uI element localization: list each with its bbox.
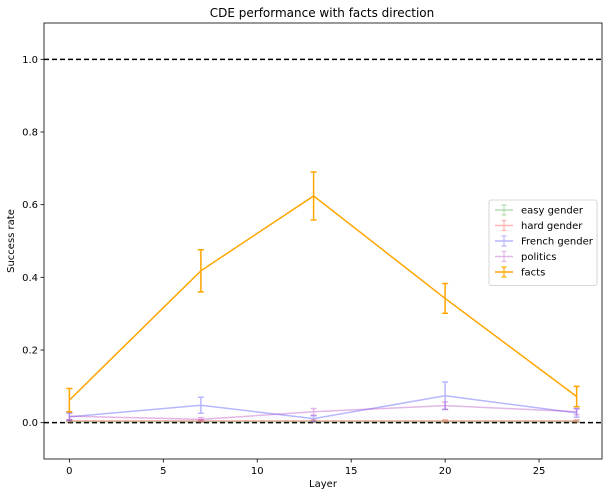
legend-item: facts xyxy=(495,266,545,279)
series-line-politics xyxy=(69,404,577,421)
x-axis-label: Layer xyxy=(309,479,338,490)
legend-item: French gender xyxy=(495,235,594,248)
legend-label: French gender xyxy=(521,237,594,248)
error-bar xyxy=(310,420,317,424)
x-tick-label: 0 xyxy=(66,466,72,477)
error-bar xyxy=(197,420,204,424)
x-tick-label: 20 xyxy=(439,466,452,477)
legend-frame xyxy=(488,199,598,286)
y-axis: 0.0 0.2 0.4 0.6 0.8 1.0 xyxy=(22,55,44,429)
legend-label: politics xyxy=(521,252,556,263)
error-bar xyxy=(573,419,580,423)
plot-frame xyxy=(43,22,603,460)
error-bar xyxy=(66,387,73,413)
series-easy-gender xyxy=(66,420,580,424)
legend-item: hard gender xyxy=(495,219,583,232)
error-bar xyxy=(442,419,449,423)
chart-title: CDE performance with facts direction xyxy=(210,6,435,20)
error-bar xyxy=(442,401,449,410)
x-tick-label: 5 xyxy=(160,466,166,477)
y-axis-label: Success rate xyxy=(6,209,17,273)
x-tick-label: 10 xyxy=(251,466,264,477)
series-layer xyxy=(66,171,580,424)
series-line-french-gender xyxy=(69,395,577,420)
error-bar xyxy=(573,385,580,408)
error-bar xyxy=(310,415,317,423)
legend-swatch xyxy=(495,204,513,216)
series-hard-gender xyxy=(66,419,580,423)
x-tick-label: 25 xyxy=(533,466,546,477)
error-bar xyxy=(573,408,580,416)
legend-swatch xyxy=(495,235,513,247)
error-bar xyxy=(66,412,73,422)
legend-item: politics xyxy=(495,250,556,263)
error-bar xyxy=(442,282,449,315)
error-bar xyxy=(310,171,317,221)
error-bar xyxy=(66,420,73,424)
error-bar xyxy=(573,420,580,424)
error-bar xyxy=(197,416,204,422)
error-bar xyxy=(197,396,204,414)
error-bar xyxy=(197,419,204,423)
error-bar xyxy=(310,419,317,423)
legend-label: easy gender xyxy=(521,206,584,217)
error-bar xyxy=(573,407,580,418)
series-facts xyxy=(66,171,580,413)
y-tick-label: 1.0 xyxy=(22,55,38,66)
legend-swatch xyxy=(495,219,513,232)
error-bar xyxy=(442,420,449,424)
x-tick-label: 15 xyxy=(345,466,358,477)
error-bar xyxy=(66,419,73,423)
legend-swatch xyxy=(495,266,513,278)
y-tick-label: 0.8 xyxy=(22,128,38,139)
series-french-gender xyxy=(66,381,580,423)
legend-label: hard gender xyxy=(521,221,583,232)
y-tick-label: 0.4 xyxy=(22,273,38,284)
legend: easy gender hard gender French gender polit… xyxy=(488,199,598,286)
y-tick-label: 0.6 xyxy=(22,200,38,211)
x-axis: 0 5 10 15 20 25 xyxy=(66,459,545,477)
error-bar xyxy=(197,248,204,293)
legend-label: facts xyxy=(521,268,545,279)
error-bar xyxy=(310,407,317,416)
y-tick-label: 0.0 xyxy=(22,418,38,429)
legend-swatch xyxy=(495,250,513,263)
y-tick-label: 0.2 xyxy=(22,346,38,357)
reference-lines xyxy=(44,58,602,424)
legend-item: easy gender xyxy=(495,204,584,217)
error-bar xyxy=(442,381,449,411)
